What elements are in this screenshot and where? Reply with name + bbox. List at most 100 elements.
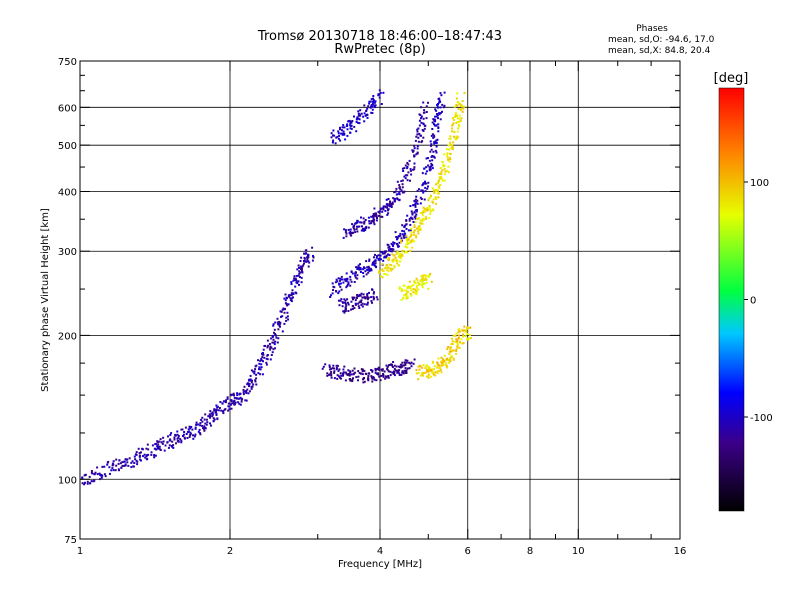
echo-point xyxy=(374,369,377,372)
echo-point xyxy=(342,373,344,376)
echo-point xyxy=(344,278,347,281)
echo-point xyxy=(396,197,399,200)
echo-point xyxy=(279,325,281,328)
echo-point xyxy=(335,290,337,292)
echo-point xyxy=(403,284,406,287)
echo-point xyxy=(353,306,356,309)
echo-point xyxy=(100,474,103,477)
echo-point xyxy=(292,296,294,299)
echo-point xyxy=(307,260,310,263)
echo-point xyxy=(192,434,194,437)
echo-point xyxy=(266,339,269,342)
echo-point xyxy=(427,199,430,202)
echo-point xyxy=(425,166,428,169)
echo-point xyxy=(405,243,408,246)
echo-point xyxy=(405,227,408,230)
echo-point xyxy=(400,290,403,292)
echo-point xyxy=(437,130,440,133)
echo-point xyxy=(404,245,407,248)
echo-point xyxy=(413,211,416,214)
echo-point xyxy=(115,464,118,467)
echo-point xyxy=(413,240,416,243)
echo-point xyxy=(421,214,424,217)
echo-point xyxy=(112,460,115,463)
echo-point xyxy=(248,390,251,393)
echo-point xyxy=(427,287,430,290)
echo-point xyxy=(367,105,370,108)
echo-point xyxy=(398,190,401,193)
echo-point xyxy=(145,455,148,458)
echo-point xyxy=(417,281,420,284)
echo-point xyxy=(156,440,159,443)
echo-point xyxy=(364,372,367,375)
echo-point xyxy=(395,187,398,190)
echo-point xyxy=(442,359,445,362)
echo-point xyxy=(442,363,445,366)
echo-point xyxy=(383,370,386,373)
echo-point xyxy=(391,364,393,367)
echo-point xyxy=(387,376,390,379)
echo-point xyxy=(420,189,423,192)
echo-point xyxy=(399,234,402,237)
echo-point xyxy=(398,369,401,372)
echo-point xyxy=(400,373,403,376)
echo-point xyxy=(423,109,426,112)
echo-point xyxy=(160,441,163,444)
echo-point xyxy=(417,136,420,139)
echo-point xyxy=(358,113,361,116)
echo-point xyxy=(432,373,435,376)
echo-point xyxy=(398,372,401,375)
echo-point xyxy=(366,292,369,295)
echo-point xyxy=(366,116,369,119)
echo-point xyxy=(92,480,95,483)
echo-point xyxy=(294,285,297,288)
echo-point xyxy=(429,212,432,215)
echo-point xyxy=(260,363,263,366)
echo-point xyxy=(380,258,382,261)
colorbar-tick-label: -100 xyxy=(750,413,773,424)
echo-point xyxy=(363,112,366,115)
echo-point xyxy=(126,461,129,464)
echo-point xyxy=(414,139,417,142)
echo-point xyxy=(406,367,409,370)
echo-point xyxy=(458,330,461,333)
echo-point xyxy=(197,423,200,426)
echo-point xyxy=(347,369,350,372)
echo-point xyxy=(392,361,395,363)
echo-point xyxy=(410,289,413,292)
echo-point xyxy=(371,261,374,264)
echo-point xyxy=(452,334,455,337)
echo-point xyxy=(387,370,390,373)
echo-point xyxy=(348,231,351,234)
echo-point xyxy=(365,109,368,112)
echo-point xyxy=(270,354,273,356)
echo-point xyxy=(272,341,275,344)
echo-point xyxy=(132,465,135,468)
echo-point xyxy=(282,307,285,310)
echo-point xyxy=(422,219,425,222)
echo-point xyxy=(228,408,231,411)
echo-point xyxy=(374,106,376,109)
echo-point xyxy=(231,402,234,405)
echo-point xyxy=(460,109,463,112)
echo-point xyxy=(236,394,239,397)
echo-point xyxy=(406,179,409,182)
echo-point xyxy=(342,130,345,133)
echo-point xyxy=(411,212,414,215)
echo-point xyxy=(195,423,198,426)
echo-point xyxy=(451,343,454,345)
echo-point xyxy=(257,359,259,362)
echo-point xyxy=(435,198,438,200)
echo-point xyxy=(405,369,408,372)
echo-point xyxy=(391,201,394,204)
echo-point xyxy=(358,118,361,121)
echo-point xyxy=(375,219,378,222)
echo-point xyxy=(422,274,425,277)
echo-point xyxy=(437,117,439,120)
y-tick-label: 750 xyxy=(58,57,77,68)
echo-point xyxy=(337,277,340,280)
echo-point xyxy=(409,179,411,182)
echo-point xyxy=(173,436,176,439)
echo-point xyxy=(395,259,398,261)
echo-point xyxy=(359,372,362,375)
